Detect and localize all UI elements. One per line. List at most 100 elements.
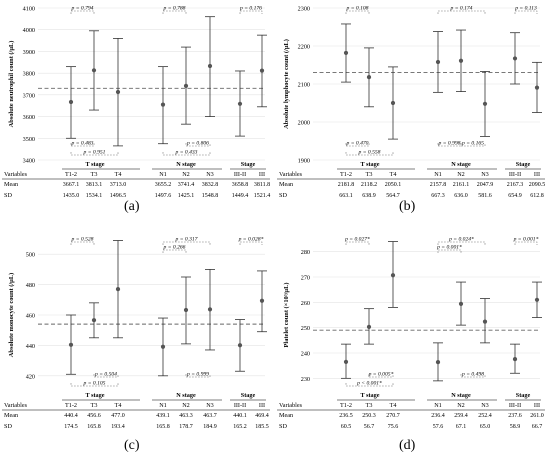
group-label: T stage: [86, 392, 105, 399]
table-cell: 178.7: [179, 424, 193, 430]
y-tick-label: 440: [26, 343, 35, 350]
mean-point: [115, 89, 121, 95]
table-cell: 581.6: [478, 193, 492, 199]
table-row-label: SD: [279, 423, 287, 430]
group-label: Stage: [241, 161, 256, 168]
table-cell: 174.5: [64, 424, 78, 430]
mean-point: [390, 100, 396, 106]
group-label: N stage: [451, 392, 471, 399]
group-label: Stage: [516, 392, 531, 399]
panel-a: 3400 3500 3600 3700 3800 3900 4000 4100 Absolute…: [0, 0, 275, 231]
category-label: III-II: [234, 171, 246, 178]
group-label: N stage: [176, 161, 196, 168]
category-label: T4: [115, 402, 122, 409]
category-label: T1-2: [65, 402, 77, 409]
p-value-bracket: [345, 241, 370, 245]
p-value-bracket: [239, 10, 263, 14]
p-value-bracket: [162, 10, 187, 14]
table-header-label: Variables: [4, 402, 28, 409]
p-value-bracket: [345, 383, 394, 387]
error-bar: [181, 276, 191, 345]
p-value-bracket: [460, 374, 486, 378]
p-value-bracket: [70, 152, 119, 156]
table-cell: 3655.2: [155, 182, 172, 188]
table-cell: 65.0: [480, 424, 491, 430]
mean-point: [482, 101, 488, 106]
error-bar: [510, 343, 520, 374]
table-cell: 236.5: [339, 413, 353, 419]
table-cell: 3741.4: [178, 182, 195, 188]
mean-point: [160, 344, 166, 349]
error-bar: [235, 319, 245, 372]
p-value-label: p = 0.113: [514, 6, 537, 12]
mean-point: [91, 68, 97, 73]
p-value-label: p = 0.028*: [238, 237, 264, 243]
p-value-label: p = 0.528: [71, 237, 94, 243]
p-value-label: p = 0.470: [346, 141, 369, 147]
p-value-bracket: [368, 374, 394, 378]
table-cell: 463.7: [203, 413, 217, 419]
table-cell: 3658.8: [232, 182, 249, 188]
error-bar: [364, 308, 374, 345]
table-cell: 259.4: [454, 413, 468, 419]
category-label: III-II: [234, 402, 246, 409]
p-value-label: p = 0.483: [71, 141, 94, 147]
category-label: T4: [390, 402, 397, 409]
table-cell: 2050.1: [385, 182, 402, 188]
table-cell: 250.3: [362, 413, 376, 419]
table-cell: 261.0: [530, 413, 544, 419]
p-value-label: p < 0.001*: [356, 381, 382, 387]
p-value-label: p = 0.105: [83, 381, 106, 387]
error-bar: [341, 23, 351, 83]
error-bar: [205, 269, 215, 351]
table-row-label: Mean: [4, 412, 18, 419]
y-tick-label: 420: [26, 373, 35, 380]
table-cell: 2090.5: [529, 182, 546, 188]
table-cell: 440.4: [64, 413, 78, 419]
category-label: T3: [366, 402, 373, 409]
y-axis-label: Absolute neutrophil count (/µL): [8, 41, 15, 128]
p-value-bracket: [70, 10, 95, 14]
category-label: N1: [434, 171, 442, 178]
error-bar: [257, 34, 267, 108]
y-tick-label: 240: [301, 351, 310, 358]
table-cell: 3811.8: [254, 182, 270, 188]
table-cell: 1449.4: [232, 193, 249, 199]
mean-point: [237, 343, 243, 348]
plot-area: 420 440 460 480 500 Absolute monocyte count (…: [8, 237, 267, 387]
mean-point: [115, 287, 121, 292]
category-label: N3: [481, 171, 489, 178]
category-label: T1-2: [340, 171, 352, 178]
table-cell: 2047.9: [477, 182, 494, 188]
p-value-bracket: [185, 143, 211, 147]
group-label: N stage: [451, 161, 471, 168]
table-row-label: Mean: [4, 181, 18, 188]
summary-table: T stage N stage Stage Variables T1-2 T3 T4 N1 N2…: [277, 392, 545, 430]
error-bar: [480, 298, 490, 344]
p-value-label: p = 0.108: [346, 6, 369, 12]
table-cell: 66.7: [532, 424, 543, 430]
p-value-bracket: [70, 143, 95, 147]
p-value-label: p = 0.504: [94, 372, 117, 378]
p-value-bracket: [162, 249, 187, 253]
p-value-label: p = 0.998: [438, 141, 461, 147]
category-label: N3: [481, 402, 489, 409]
y-tick-label: 260: [301, 300, 310, 307]
table-cell: 612.8: [530, 193, 544, 199]
mean-point: [534, 297, 540, 302]
p-value-label: p = 0.558: [358, 150, 381, 156]
category-label: T3: [366, 171, 373, 178]
category-label: T3: [91, 402, 98, 409]
p-value-label: p = 0.951: [83, 150, 106, 156]
summary-table: T stage N stage Stage Variables T1-2 T3 T4 N1 N2…: [2, 392, 270, 430]
error-bar: [456, 29, 466, 92]
category-label: T4: [115, 171, 122, 178]
table-cell: 2167.3: [507, 182, 524, 188]
mean-point: [183, 83, 189, 88]
error-bar: [510, 32, 520, 85]
y-tick-label: 3900: [23, 49, 35, 56]
group-label: N stage: [176, 392, 196, 399]
error-bar: [158, 317, 168, 377]
table-cell: 1548.8: [202, 193, 219, 199]
category-label: N2: [182, 171, 190, 178]
